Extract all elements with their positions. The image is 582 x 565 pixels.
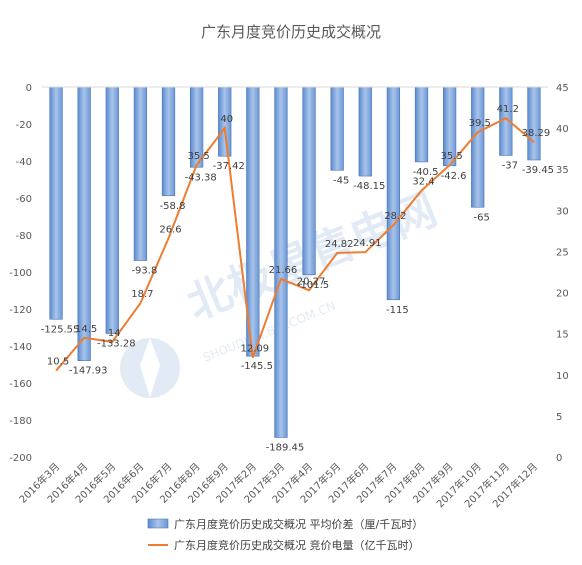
left-axis-tick-label: -80: [16, 231, 32, 242]
line-data-label: 18.7: [131, 289, 153, 300]
chart-title: 广东月度竞价历史成交概况: [201, 23, 381, 41]
right-axis-tick-label: 10: [556, 371, 569, 382]
bar-data-label: -145.5: [241, 361, 273, 372]
bar-data-label: -40.5: [413, 167, 439, 178]
line-data-label: 40: [220, 114, 233, 125]
left-axis-tick-label: -20: [16, 120, 32, 131]
bar-data-label: -37.42: [213, 161, 245, 172]
bar: [161, 86, 176, 197]
bar-data-label: -189.45: [266, 442, 305, 453]
bar-data-label: -58.8: [160, 201, 186, 212]
plot-area: -125.55-147.93-133.28-93.8-58.8-43.38-37…: [41, 86, 554, 453]
bar-data-label: -133.28: [97, 339, 136, 350]
bar: [471, 86, 485, 208]
bar: [527, 86, 541, 161]
bar-data-label: -125.55: [41, 324, 80, 335]
line-data-label: 14.5: [75, 324, 97, 335]
line-data-label: 12.09: [241, 344, 270, 355]
line-data-label: 21.66: [269, 265, 298, 276]
legend-label-line: 广东月度竞价历史成交概况 竞价电量（亿千瓦时）: [174, 538, 420, 552]
bar: [330, 86, 344, 171]
line-data-label: 39.5: [469, 118, 491, 129]
line-data-label: 14: [108, 328, 121, 339]
bar: [77, 86, 91, 361]
bar-data-label: -65: [474, 212, 490, 223]
bar-data-label: -101.5: [297, 280, 329, 291]
right-axis-tick-label: 0: [556, 453, 562, 464]
left-axis-tick-label: 0: [26, 83, 32, 94]
right-axis-tick-label: 25: [556, 247, 569, 258]
left-axis-tick-label: -120: [9, 305, 32, 316]
left-axis-tick-label: -200: [9, 453, 32, 464]
left-axis-tick-label: -160: [9, 379, 32, 390]
left-axis-tick-label: -140: [9, 342, 32, 353]
legend-bar-swatch: [147, 518, 169, 529]
right-axis-tick-label: 15: [556, 330, 569, 341]
right-axis-tick-label: 45: [556, 83, 569, 94]
bar-data-label: -115: [386, 305, 409, 316]
right-axis-tick-label: 20: [556, 289, 569, 300]
bar: [358, 86, 372, 177]
left-axis-tick-label: -40: [16, 157, 32, 168]
bar-data-label: -48.15: [353, 181, 385, 192]
bar: [133, 86, 148, 261]
line-data-label: 41.2: [497, 104, 519, 115]
line-series: [55, 117, 535, 372]
bar-data-label: -43.38: [184, 172, 216, 183]
right-axis-tick-label: 40: [556, 124, 569, 135]
line-data-label: 10.5: [47, 357, 69, 368]
line-data-label: 35.5: [440, 151, 462, 162]
line-data-label: 28.2: [384, 211, 406, 222]
line-data-label: 20.27: [297, 276, 326, 287]
bar-data-label: -93.8: [131, 266, 157, 277]
right-axis-tick-label: 5: [556, 412, 562, 423]
legend-label-bar: 广东月度竞价历史成交概况 平均价差（厘/千瓦时）: [174, 517, 423, 531]
bar-data-label: -37: [502, 160, 518, 171]
left-axis-tick-label: -60: [16, 194, 32, 205]
bar-data-label: -39.45: [522, 165, 554, 176]
left-axis-tick-label: -180: [9, 416, 32, 427]
line-data-label: 26.6: [159, 224, 181, 235]
line-data-label: 35.5: [187, 151, 209, 162]
bar-data-label: -45: [333, 175, 349, 186]
bar: [386, 86, 401, 301]
left-axis-tick-label: -100: [9, 268, 32, 279]
bar: [105, 86, 119, 334]
bar: [274, 86, 288, 438]
bar: [302, 86, 316, 276]
bar-data-label: -42.6: [441, 171, 467, 182]
line-data-label: 38.29: [522, 128, 551, 139]
line-data-label: 24.82: [325, 239, 354, 250]
bar-data-label: -147.93: [69, 366, 108, 377]
bar: [49, 86, 63, 320]
bar: [414, 86, 429, 163]
legend: 广东月度竞价历史成交概况 平均价差（厘/千瓦时） 广东月度竞价历史成交概况 竞价电…: [147, 517, 423, 552]
watermark-logo-icon: [120, 338, 180, 398]
right-axis-tick-label: 30: [556, 206, 569, 217]
line-data-label: 32.4: [412, 177, 434, 188]
line-data-label: 24.91: [353, 238, 382, 249]
right-axis-tick-label: 35: [556, 165, 569, 176]
